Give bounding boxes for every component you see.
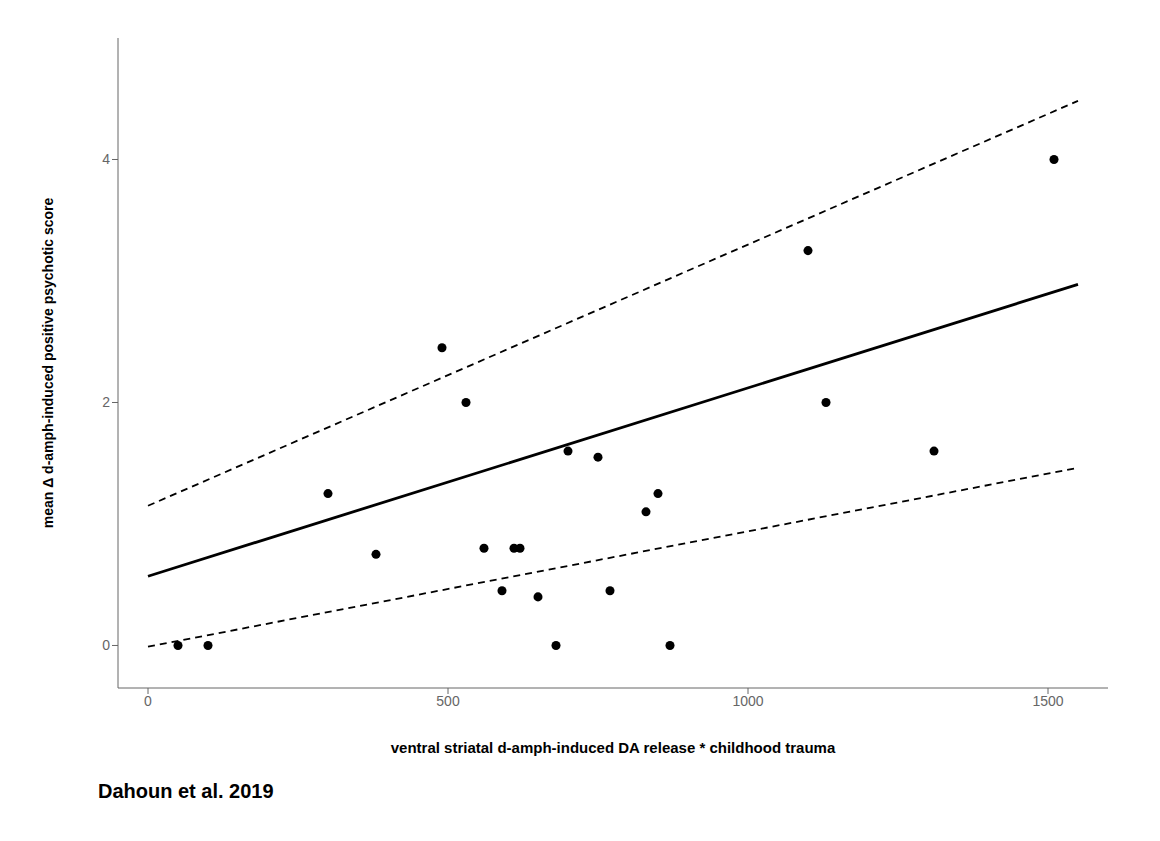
html-text:Dahoun et al. 2019: Dahoun et al. 2019: [98, 780, 274, 802]
svg-text:500: 500: [436, 693, 460, 709]
svg-text:0: 0: [144, 693, 152, 709]
svg-text:1000: 1000: [732, 693, 763, 709]
svg-text:0: 0: [102, 637, 110, 653]
svg-text:4: 4: [102, 151, 110, 167]
svg-text:1500: 1500: [1032, 693, 1063, 709]
svg-text:mean Δ d-amph-induced positive: mean Δ d-amph-induced positive psychotic…: [40, 198, 56, 529]
svg-text:ventral striatal d-amph-induce: ventral striatal d-amph-induced DA relea…: [391, 739, 836, 756]
svg-text:2: 2: [102, 394, 110, 410]
